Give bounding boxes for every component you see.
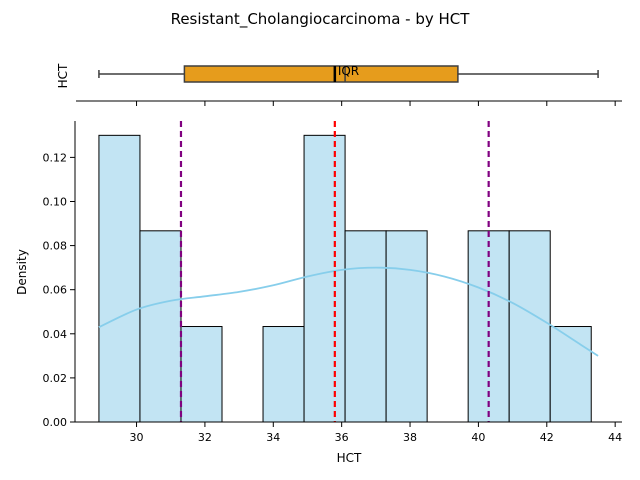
histogram-bar	[508, 230, 551, 423]
boxplot-layer: IQR	[98, 64, 599, 83]
x-tick-label: 30	[130, 431, 144, 444]
x-tick-label: 36	[335, 431, 349, 444]
x-tick-label: 34	[266, 431, 280, 444]
boxplot-box	[183, 65, 459, 83]
histogram-bar	[98, 134, 141, 423]
histogram-bar	[385, 230, 428, 423]
y-axis-label: Density	[15, 249, 29, 295]
kde-line	[98, 266, 599, 357]
chart-title: Resistant_Cholangiocarcinoma - by HCT	[171, 10, 471, 29]
histogram-bars	[98, 134, 592, 423]
histogram-bar	[262, 326, 305, 423]
y-tick-label: 0.10	[43, 195, 68, 208]
histogram-bar	[303, 134, 346, 423]
x-axis-ticks: 30 32 34 36 38 40 42 44	[130, 422, 622, 444]
y-tick-label: 0.06	[43, 284, 68, 297]
histogram-bar	[549, 326, 592, 423]
y-axis-ticks: 0.00 0.02 0.04 0.06 0.08 0.10 0.12	[43, 151, 75, 429]
y-tick-label: 0.08	[43, 240, 68, 253]
y-tick-label: 0.02	[43, 372, 68, 385]
x-tick-label: 40	[471, 431, 485, 444]
kde-layer	[98, 266, 599, 357]
y-tick-label: 0.12	[43, 151, 68, 164]
boxplot-y-label: HCT	[56, 63, 70, 88]
x-tick-label: 44	[608, 431, 622, 444]
x-axis-label: HCT	[337, 451, 362, 465]
boxplot-panel: HCT IQR	[56, 63, 622, 106]
x-tick-label: 38	[403, 431, 417, 444]
histogram-bar	[344, 230, 387, 423]
histogram-panel: 30 32 34 36 38 40 42 44 0.00 0.02 0.04 0.06 0.08 0.1…	[15, 121, 622, 465]
y-tick-label: 0.00	[43, 416, 68, 429]
x-tick-label: 42	[540, 431, 554, 444]
histogram-bar	[139, 230, 182, 423]
iqr-label: IQR	[338, 64, 359, 78]
boxplot-x-ticks	[136, 101, 616, 106]
y-tick-label: 0.04	[43, 328, 68, 341]
histogram-bar	[180, 326, 223, 423]
reference-lines	[179, 121, 490, 422]
x-tick-label: 32	[198, 431, 212, 444]
